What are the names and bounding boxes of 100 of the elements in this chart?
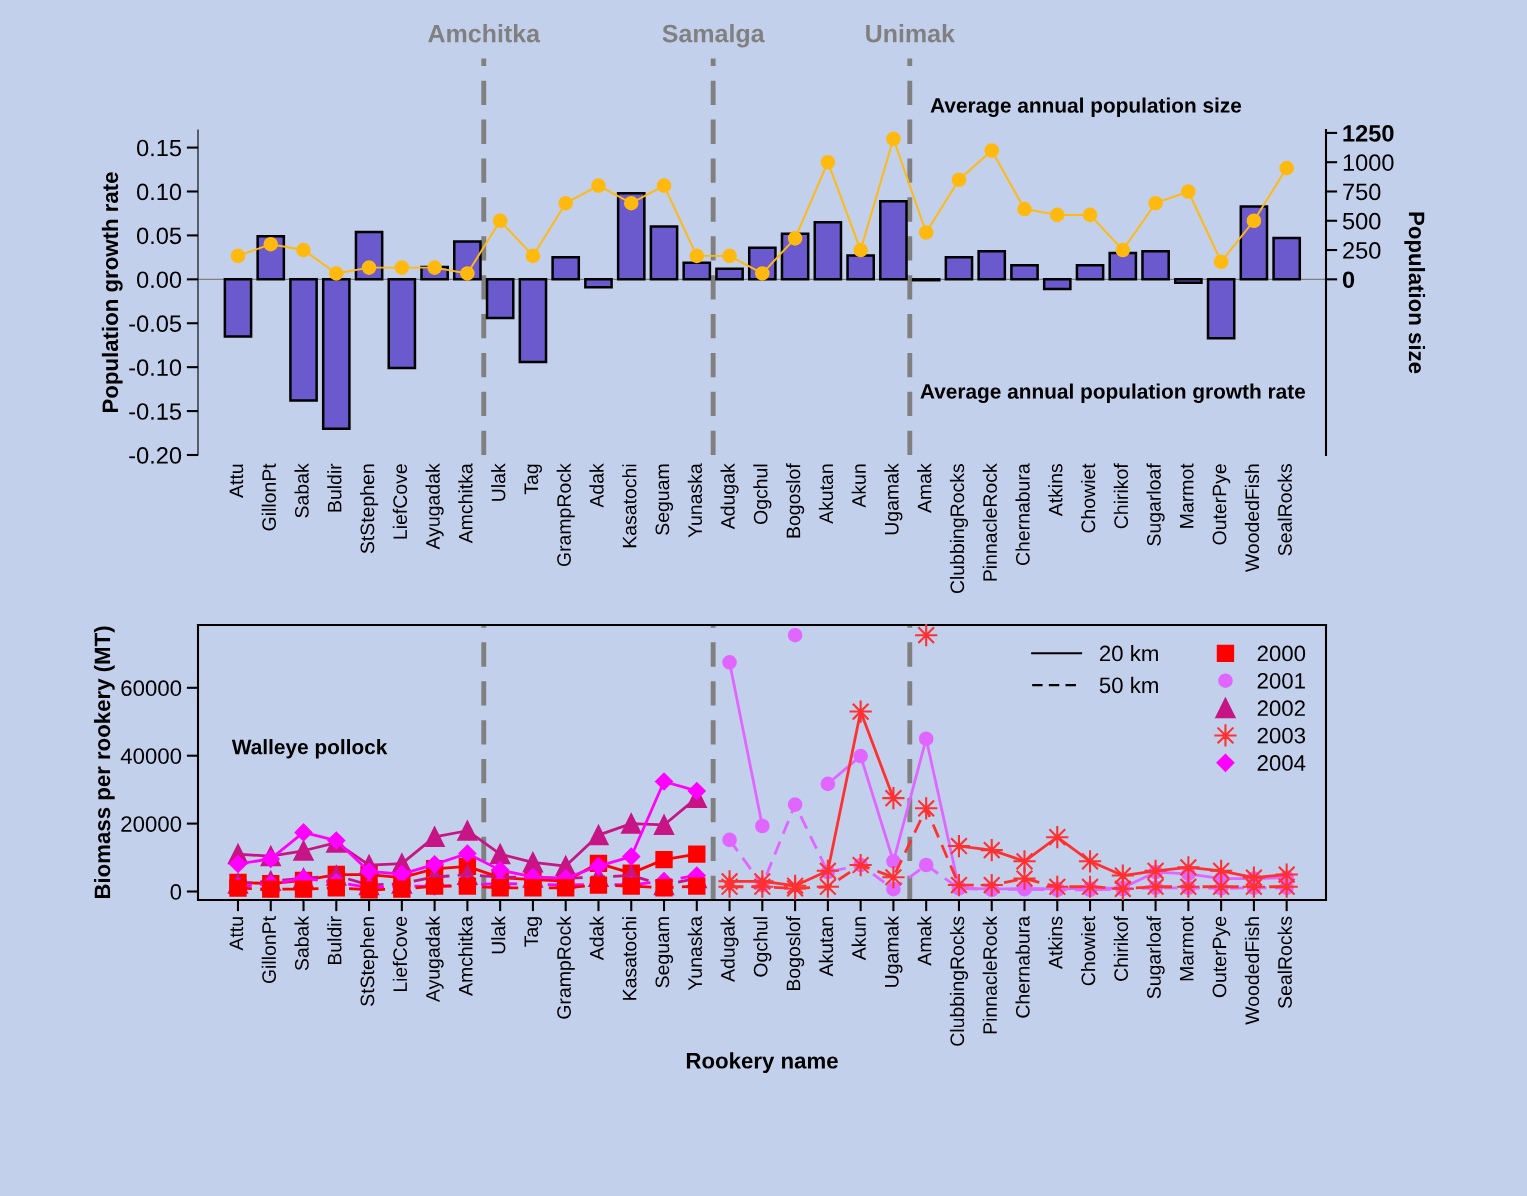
x-tick-label: Sabak — [294, 463, 309, 518]
x-tick-label: Akun — [851, 917, 866, 961]
x-tick-label: Seguam — [655, 917, 674, 988]
x-tick-label: Sabak — [294, 915, 309, 971]
y-tick-label: 0.00 — [137, 271, 182, 289]
x-tick-label: Ugamak — [884, 463, 903, 535]
x-tick-label: Marmot — [1180, 463, 1194, 528]
x-tick-label: Adak — [589, 463, 604, 508]
x-tick-label: SealRocks — [1277, 916, 1292, 1009]
x-tick-label: Ayugadak — [425, 463, 444, 550]
y-tick-label: 20000 — [121, 816, 182, 832]
x-tick-label: Tag — [524, 917, 542, 947]
x-tick-label: Kasatochi — [622, 917, 637, 1000]
x-tick-label: Adak — [589, 915, 604, 961]
x-tick-label: OuterPye — [1212, 916, 1231, 998]
y-tick-label: 0.10 — [137, 183, 182, 201]
x-tick-label: Buldir — [327, 463, 342, 512]
x-tick-label: Bogoslof — [786, 915, 805, 991]
y2-tick-label: 500 — [1342, 212, 1381, 230]
y-tick-label: 0 — [170, 884, 182, 900]
y-tick-label: -0.10 — [129, 359, 182, 376]
x-tick-label: Amak — [917, 915, 932, 966]
annotation: 50 km — [1099, 676, 1158, 694]
y-tick-label: 60000 — [121, 680, 182, 697]
x-tick-label: Bogoslof — [786, 463, 805, 538]
x-tick-label: LiefCove — [392, 464, 408, 539]
x-tick-label: GillonPt — [261, 463, 276, 531]
x-tick-label: Sugarloaf — [1146, 463, 1165, 546]
y-tick-label: -0.15 — [129, 403, 182, 420]
text: Amchitka — [428, 24, 541, 43]
annotation: Average annual population growth rate — [920, 383, 1306, 404]
x-tick-label: Adugak — [720, 463, 739, 530]
x-tick-label: Tag — [524, 464, 542, 495]
x-tick-label: Attu — [229, 917, 244, 951]
x-tick-label: Marmot — [1180, 916, 1194, 981]
x-tick-label: PinnacleRock — [982, 915, 997, 1034]
x-tick-label: Chirikof — [1113, 915, 1129, 981]
x-tick-label: Ogchul — [753, 464, 772, 525]
legend-label: 2000 — [1257, 645, 1306, 662]
x-tick-label: Akutan — [818, 917, 834, 977]
x-tick-label: Ulak — [491, 463, 506, 501]
x-tick-label: StStephen — [360, 917, 379, 1006]
annotation: Walleye pollock — [231, 739, 388, 759]
legend-label: 2002 — [1257, 700, 1305, 717]
x-tick-label: SealRocks — [1277, 464, 1292, 556]
y2-tick-label: 1250 — [1343, 125, 1394, 142]
x-tick-label: Chirikof — [1113, 463, 1129, 529]
x-tick-label: StStephen — [360, 464, 379, 554]
x-tick-label: Amchitka — [458, 915, 473, 996]
x-tick-label: GrampRock — [556, 463, 575, 567]
y-axis-title: Biomass per rookery (MT) — [93, 626, 115, 899]
x-tick-label: WoodedFish — [1244, 464, 1260, 573]
x-tick-label: OuterPye — [1212, 464, 1231, 545]
x-tick-label: Seguam — [655, 464, 674, 535]
x-tick-label: Yunaska — [687, 463, 702, 538]
y-tick-label: 0.05 — [137, 227, 182, 245]
x-tick-label: Chernabura — [1015, 463, 1030, 566]
y2-tick-label: 250 — [1343, 242, 1381, 259]
x-tick-label: Atkins — [1048, 464, 1063, 517]
y-tick-label: -0.20 — [129, 447, 182, 464]
y-tick-label: 0.15 — [137, 139, 182, 157]
text: Unimak — [866, 24, 955, 43]
legend-label: 2001 — [1257, 672, 1305, 689]
x-tick-label: Attu — [229, 464, 244, 498]
x-tick-label: PinnacleRock — [982, 463, 997, 581]
x-tick-label: Akutan — [818, 464, 834, 524]
x-tick-label: GrampRock — [556, 915, 575, 1019]
y-tick-label: -0.05 — [129, 315, 182, 333]
x-tick-label: LiefCove — [392, 916, 408, 992]
text: Samalga — [662, 24, 765, 48]
x-tick-label: Akun — [851, 464, 866, 508]
annotation: 20 km — [1099, 645, 1158, 662]
legend-label: 2003 — [1257, 727, 1306, 744]
x-tick-label: Ulak — [491, 915, 506, 954]
y-tick-label: 40000 — [120, 748, 182, 764]
x-tick-label: Atkins — [1048, 916, 1063, 969]
x-tick-label: WoodedFish — [1244, 917, 1260, 1025]
x-axis-title: Rookery name — [686, 1052, 838, 1074]
x-tick-label: Amchitka — [458, 463, 473, 544]
x-tick-label: Sugarloaf — [1146, 915, 1165, 999]
x-tick-label: GillonPt — [261, 916, 276, 984]
y2-axis-title: Population size — [1404, 212, 1426, 374]
x-tick-label: Ayugadak — [425, 915, 444, 1003]
y-axis-title: Population growth rate — [101, 172, 123, 412]
x-tick-label: Ogchul — [753, 917, 772, 977]
series-label: Average annual population size — [930, 97, 1242, 118]
x-tick-label: Yunaska — [687, 915, 702, 991]
x-tick-label: ClubbingRocks — [949, 916, 969, 1046]
y2-tick-label: 750 — [1343, 183, 1381, 201]
y2-tick-label: 0 — [1342, 271, 1355, 289]
x-tick-label: Chowiet — [1080, 463, 1096, 533]
x-tick-label: Kasatochi — [622, 464, 637, 548]
x-tick-label: Adugak — [720, 915, 739, 982]
x-tick-label: Chernabura — [1015, 915, 1030, 1018]
x-tick-label: Amak — [917, 463, 932, 513]
x-tick-label: Ugamak — [884, 915, 903, 987]
x-tick-label: Buldir — [327, 916, 342, 965]
x-tick-label: ClubbingRocks — [949, 464, 969, 594]
y2-tick-label: 1000 — [1343, 154, 1394, 171]
x-tick-label: Chowiet — [1080, 916, 1096, 986]
